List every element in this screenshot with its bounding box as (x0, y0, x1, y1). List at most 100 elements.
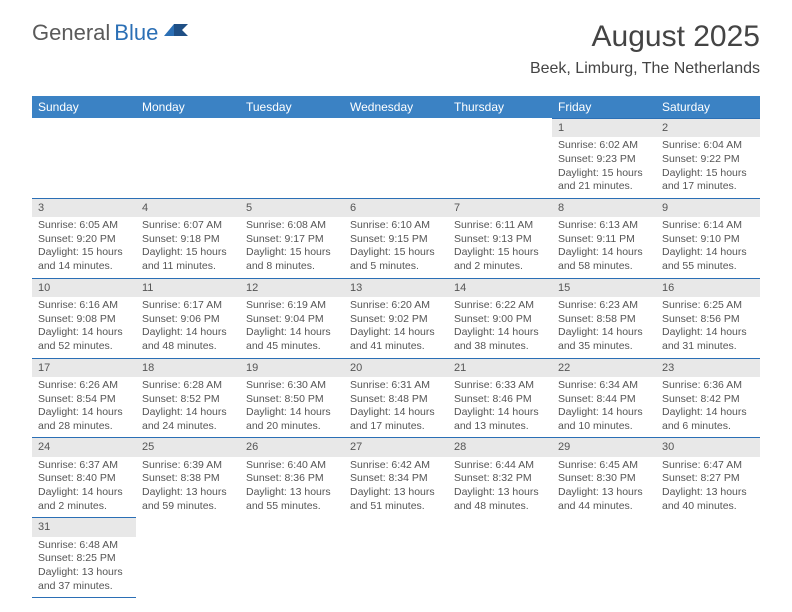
daylight-text: Daylight: 14 hours and 52 minutes. (38, 326, 130, 353)
day-header: Saturday (656, 96, 760, 118)
day-content: Sunrise: 6:39 AMSunset: 8:38 PMDaylight:… (136, 457, 240, 518)
day-content: Sunrise: 6:25 AMSunset: 8:56 PMDaylight:… (656, 297, 760, 358)
sunset-text: Sunset: 9:04 PM (246, 313, 338, 327)
sunrise-text: Sunrise: 6:30 AM (246, 379, 338, 393)
sunset-text: Sunset: 9:00 PM (454, 313, 546, 327)
day-content: Sunrise: 6:37 AMSunset: 8:40 PMDaylight:… (32, 457, 136, 518)
daylight-text: Daylight: 15 hours and 17 minutes. (662, 167, 754, 194)
daylight-text: Daylight: 15 hours and 2 minutes. (454, 246, 546, 273)
day-content: Sunrise: 6:02 AMSunset: 9:23 PMDaylight:… (552, 137, 656, 198)
day-number: 25 (136, 437, 240, 456)
sunrise-text: Sunrise: 6:36 AM (662, 379, 754, 393)
calendar-cell: 2Sunrise: 6:04 AMSunset: 9:22 PMDaylight… (656, 118, 760, 198)
day-number: 9 (656, 198, 760, 217)
calendar-cell: 3Sunrise: 6:05 AMSunset: 9:20 PMDaylight… (32, 198, 136, 278)
day-content: Sunrise: 6:47 AMSunset: 8:27 PMDaylight:… (656, 457, 760, 518)
sunset-text: Sunset: 9:22 PM (662, 153, 754, 167)
sunset-text: Sunset: 8:50 PM (246, 393, 338, 407)
calendar-cell: 28Sunrise: 6:44 AMSunset: 8:32 PMDayligh… (448, 437, 552, 517)
calendar-cell (448, 118, 552, 198)
day-content: Sunrise: 6:33 AMSunset: 8:46 PMDaylight:… (448, 377, 552, 438)
calendar-cell: 27Sunrise: 6:42 AMSunset: 8:34 PMDayligh… (344, 437, 448, 517)
day-number: 30 (656, 437, 760, 456)
calendar-table: Sunday Monday Tuesday Wednesday Thursday… (32, 96, 760, 598)
daylight-text: Daylight: 14 hours and 35 minutes. (558, 326, 650, 353)
calendar-cell (32, 118, 136, 198)
sunset-text: Sunset: 9:18 PM (142, 233, 234, 247)
day-header: Wednesday (344, 96, 448, 118)
calendar-cell: 31Sunrise: 6:48 AMSunset: 8:25 PMDayligh… (32, 517, 136, 597)
sunrise-text: Sunrise: 6:13 AM (558, 219, 650, 233)
day-number: 18 (136, 358, 240, 377)
day-content: Sunrise: 6:05 AMSunset: 9:20 PMDaylight:… (32, 217, 136, 278)
calendar-cell: 20Sunrise: 6:31 AMSunset: 8:48 PMDayligh… (344, 358, 448, 438)
daylight-text: Daylight: 14 hours and 6 minutes. (662, 406, 754, 433)
logo-text-general: General (32, 20, 110, 46)
calendar-cell: 18Sunrise: 6:28 AMSunset: 8:52 PMDayligh… (136, 358, 240, 438)
day-content: Sunrise: 6:40 AMSunset: 8:36 PMDaylight:… (240, 457, 344, 518)
day-content: Sunrise: 6:44 AMSunset: 8:32 PMDaylight:… (448, 457, 552, 518)
calendar-body: 1Sunrise: 6:02 AMSunset: 9:23 PMDaylight… (32, 118, 760, 598)
day-number: 10 (32, 278, 136, 297)
daylight-text: Daylight: 13 hours and 59 minutes. (142, 486, 234, 513)
sunrise-text: Sunrise: 6:39 AM (142, 459, 234, 473)
calendar-cell: 12Sunrise: 6:19 AMSunset: 9:04 PMDayligh… (240, 278, 344, 358)
calendar-row: 1Sunrise: 6:02 AMSunset: 9:23 PMDaylight… (32, 118, 760, 198)
sunset-text: Sunset: 8:44 PM (558, 393, 650, 407)
day-content: Sunrise: 6:26 AMSunset: 8:54 PMDaylight:… (32, 377, 136, 438)
day-content: Sunrise: 6:16 AMSunset: 9:08 PMDaylight:… (32, 297, 136, 358)
day-number: 17 (32, 358, 136, 377)
sunset-text: Sunset: 8:30 PM (558, 472, 650, 486)
sunset-text: Sunset: 8:34 PM (350, 472, 442, 486)
sunrise-text: Sunrise: 6:40 AM (246, 459, 338, 473)
sunrise-text: Sunrise: 6:11 AM (454, 219, 546, 233)
daylight-text: Daylight: 13 hours and 37 minutes. (38, 566, 130, 593)
daylight-text: Daylight: 13 hours and 44 minutes. (558, 486, 650, 513)
sunset-text: Sunset: 8:54 PM (38, 393, 130, 407)
daylight-text: Daylight: 14 hours and 31 minutes. (662, 326, 754, 353)
day-content: Sunrise: 6:20 AMSunset: 9:02 PMDaylight:… (344, 297, 448, 358)
daylight-text: Daylight: 15 hours and 14 minutes. (38, 246, 130, 273)
sunset-text: Sunset: 9:02 PM (350, 313, 442, 327)
day-number: 20 (344, 358, 448, 377)
calendar-cell: 8Sunrise: 6:13 AMSunset: 9:11 PMDaylight… (552, 198, 656, 278)
flag-icon (164, 22, 190, 45)
day-content: Sunrise: 6:22 AMSunset: 9:00 PMDaylight:… (448, 297, 552, 358)
day-number: 26 (240, 437, 344, 456)
daylight-text: Daylight: 14 hours and 24 minutes. (142, 406, 234, 433)
day-number: 24 (32, 437, 136, 456)
day-number: 31 (32, 517, 136, 536)
daylight-text: Daylight: 14 hours and 48 minutes. (142, 326, 234, 353)
day-content: Sunrise: 6:14 AMSunset: 9:10 PMDaylight:… (656, 217, 760, 278)
sunset-text: Sunset: 8:48 PM (350, 393, 442, 407)
title-block: August 2025 Beek, Limburg, The Netherlan… (530, 20, 760, 78)
day-number: 5 (240, 198, 344, 217)
sunset-text: Sunset: 9:10 PM (662, 233, 754, 247)
sunrise-text: Sunrise: 6:23 AM (558, 299, 650, 313)
day-number: 19 (240, 358, 344, 377)
daylight-text: Daylight: 14 hours and 55 minutes. (662, 246, 754, 273)
day-number: 27 (344, 437, 448, 456)
sunrise-text: Sunrise: 6:02 AM (558, 139, 650, 153)
day-content: Sunrise: 6:42 AMSunset: 8:34 PMDaylight:… (344, 457, 448, 518)
calendar-row: 10Sunrise: 6:16 AMSunset: 9:08 PMDayligh… (32, 278, 760, 358)
sunset-text: Sunset: 8:42 PM (662, 393, 754, 407)
calendar-cell: 4Sunrise: 6:07 AMSunset: 9:18 PMDaylight… (136, 198, 240, 278)
daylight-text: Daylight: 15 hours and 5 minutes. (350, 246, 442, 273)
day-number: 14 (448, 278, 552, 297)
header: GeneralBlue August 2025 Beek, Limburg, T… (0, 0, 792, 88)
sunrise-text: Sunrise: 6:26 AM (38, 379, 130, 393)
sunset-text: Sunset: 8:36 PM (246, 472, 338, 486)
sunrise-text: Sunrise: 6:42 AM (350, 459, 442, 473)
daylight-text: Daylight: 14 hours and 2 minutes. (38, 486, 130, 513)
location: Beek, Limburg, The Netherlands (530, 60, 760, 78)
day-number: 2 (656, 118, 760, 137)
day-number: 7 (448, 198, 552, 217)
sunrise-text: Sunrise: 6:14 AM (662, 219, 754, 233)
logo: GeneralBlue (32, 20, 190, 46)
sunset-text: Sunset: 9:15 PM (350, 233, 442, 247)
calendar-cell (344, 118, 448, 198)
daylight-text: Daylight: 13 hours and 55 minutes. (246, 486, 338, 513)
sunrise-text: Sunrise: 6:25 AM (662, 299, 754, 313)
calendar-cell (448, 517, 552, 597)
